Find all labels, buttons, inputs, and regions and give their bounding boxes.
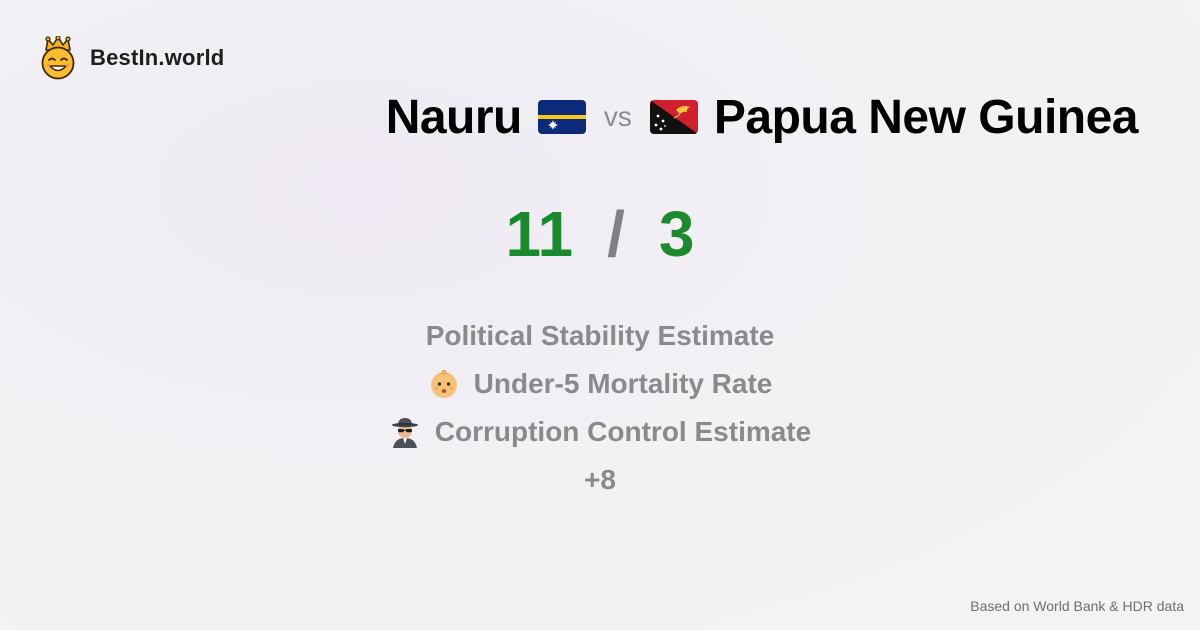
vs-label: vs: [603, 101, 632, 132]
spy-icon: [391, 418, 418, 448]
metrics-list: Political Stability Estimate Under-5 Mor…: [0, 312, 1200, 504]
metric-item: Corruption Control Estimate: [0, 408, 1200, 456]
brand-name: BestIn.world: [90, 45, 225, 70]
metric-label: Political Stability Estimate: [425, 320, 775, 351]
metric-item: Under-5 Mortality Rate: [0, 360, 1200, 408]
crowned-smiley-icon: [41, 36, 75, 80]
right-country-name: Papua New Guinea: [713, 90, 1139, 144]
metric-label: Under-5 Mortality Rate: [473, 368, 773, 399]
papua-new-guinea-flag-icon: [649, 100, 698, 134]
score-divider: /: [607, 198, 625, 270]
comparison-title: Nauru vs Papua New Guinea: [385, 86, 1139, 148]
data-source-note: Based on World Bank & HDR data: [970, 598, 1184, 614]
left-country-name: Nauru: [385, 90, 523, 144]
right-score: 3: [658, 198, 695, 270]
baby-icon: [430, 369, 457, 398]
left-score: 11: [505, 198, 574, 270]
nauru-flag-icon: [537, 100, 586, 134]
metric-item: Political Stability Estimate: [0, 312, 1200, 360]
score: 11 / 3: [0, 196, 1200, 272]
more-metrics-count: +8: [584, 464, 616, 495]
brand-logo[interactable]: BestIn.world: [38, 36, 224, 80]
metric-label: Corruption Control Estimate: [434, 416, 812, 447]
